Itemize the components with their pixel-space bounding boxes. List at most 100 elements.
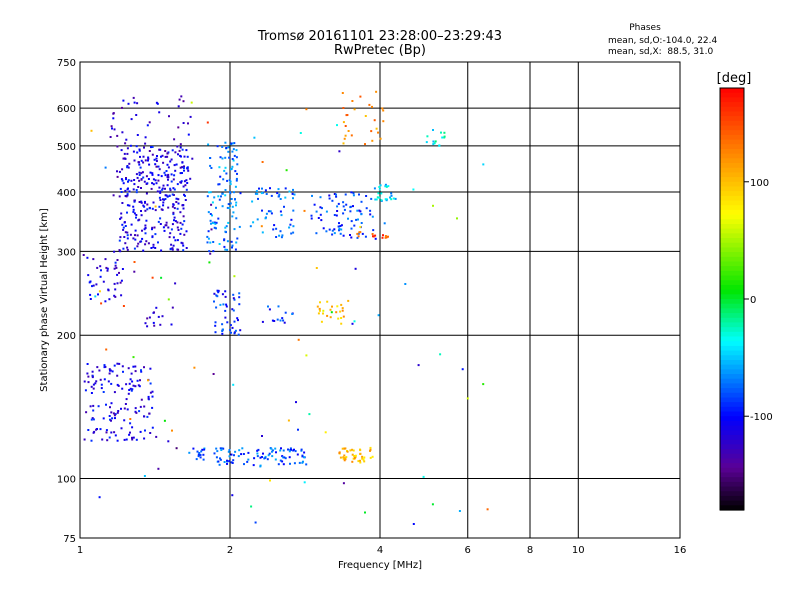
data-point bbox=[108, 415, 111, 417]
data-point bbox=[235, 156, 238, 159]
data-point bbox=[228, 179, 231, 182]
data-point bbox=[284, 457, 287, 460]
data-point bbox=[238, 225, 241, 228]
data-point bbox=[104, 258, 107, 261]
data-point bbox=[356, 232, 359, 235]
data-point bbox=[299, 132, 302, 134]
stats-heading: Phases bbox=[629, 23, 661, 33]
data-point bbox=[341, 307, 344, 310]
data-point bbox=[287, 419, 290, 422]
data-point bbox=[176, 221, 179, 224]
data-point bbox=[102, 280, 105, 283]
data-point bbox=[233, 454, 235, 457]
data-point bbox=[162, 198, 164, 201]
data-point bbox=[169, 160, 172, 163]
data-point bbox=[361, 457, 364, 460]
data-point bbox=[353, 455, 356, 457]
data-point bbox=[113, 364, 116, 367]
data-point bbox=[369, 209, 372, 212]
plot-frame bbox=[79, 61, 681, 539]
data-point bbox=[220, 449, 223, 451]
data-point bbox=[331, 233, 334, 236]
data-point bbox=[151, 146, 154, 148]
data-point bbox=[98, 290, 101, 293]
data-point bbox=[267, 305, 269, 308]
data-point bbox=[301, 461, 304, 464]
data-point bbox=[176, 207, 179, 210]
data-point bbox=[134, 238, 137, 241]
data-point bbox=[228, 460, 231, 463]
data-point bbox=[434, 140, 437, 143]
data-point bbox=[167, 178, 169, 181]
data-point bbox=[168, 115, 170, 118]
data-point bbox=[157, 179, 160, 182]
data-point bbox=[166, 152, 169, 155]
data-point bbox=[350, 220, 353, 223]
data-point bbox=[132, 436, 135, 439]
data-point bbox=[118, 271, 120, 274]
data-point bbox=[271, 319, 274, 322]
data-point bbox=[281, 455, 284, 458]
data-point bbox=[226, 459, 228, 462]
chart-title: Tromsø 20161101 23:28:00–23:29:43 bbox=[257, 29, 502, 44]
data-point bbox=[213, 300, 215, 303]
data-point bbox=[157, 315, 160, 318]
data-point bbox=[189, 115, 192, 118]
data-point bbox=[130, 179, 133, 182]
data-point bbox=[353, 224, 356, 227]
data-point bbox=[213, 226, 216, 229]
data-point bbox=[136, 134, 139, 136]
data-point bbox=[102, 391, 105, 393]
data-point bbox=[336, 305, 339, 308]
colorbar-segment bbox=[720, 472, 744, 478]
data-point bbox=[233, 154, 236, 157]
data-point bbox=[392, 197, 395, 200]
data-point bbox=[221, 328, 224, 331]
data-point bbox=[281, 460, 284, 463]
data-point bbox=[123, 438, 126, 441]
data-point bbox=[438, 144, 441, 147]
data-point bbox=[207, 237, 210, 240]
data-point bbox=[131, 426, 134, 429]
data-point bbox=[123, 236, 126, 238]
data-point bbox=[234, 170, 237, 173]
data-point bbox=[358, 459, 361, 462]
data-point bbox=[227, 203, 230, 206]
data-point bbox=[84, 389, 87, 392]
data-point bbox=[132, 150, 135, 153]
data-point bbox=[247, 458, 250, 461]
data-point bbox=[228, 455, 231, 458]
data-point bbox=[111, 417, 114, 420]
data-point bbox=[121, 179, 124, 182]
data-point bbox=[125, 383, 128, 386]
data-point bbox=[114, 434, 117, 437]
data-point bbox=[130, 223, 133, 226]
data-point bbox=[353, 457, 356, 459]
data-point bbox=[196, 450, 199, 453]
colorbar-segment bbox=[720, 172, 744, 178]
data-point bbox=[227, 150, 230, 153]
data-point bbox=[342, 121, 345, 124]
data-point bbox=[165, 170, 168, 172]
data-point bbox=[284, 187, 287, 190]
data-point bbox=[100, 269, 102, 272]
data-point bbox=[141, 229, 143, 232]
data-point bbox=[127, 102, 130, 105]
data-point bbox=[224, 309, 227, 312]
data-point bbox=[122, 305, 125, 307]
data-point bbox=[229, 324, 232, 327]
data-point bbox=[165, 194, 168, 197]
data-point bbox=[144, 232, 147, 235]
data-point bbox=[159, 323, 162, 326]
data-point bbox=[154, 205, 157, 208]
data-point bbox=[197, 455, 200, 458]
colorbar-segment bbox=[720, 392, 744, 399]
data-point bbox=[360, 213, 363, 216]
data-point bbox=[238, 296, 241, 299]
data-point bbox=[315, 232, 318, 235]
data-point bbox=[184, 194, 186, 197]
data-point bbox=[151, 226, 154, 229]
data-point bbox=[275, 451, 277, 454]
data-point bbox=[121, 202, 124, 204]
data-point bbox=[235, 149, 238, 152]
